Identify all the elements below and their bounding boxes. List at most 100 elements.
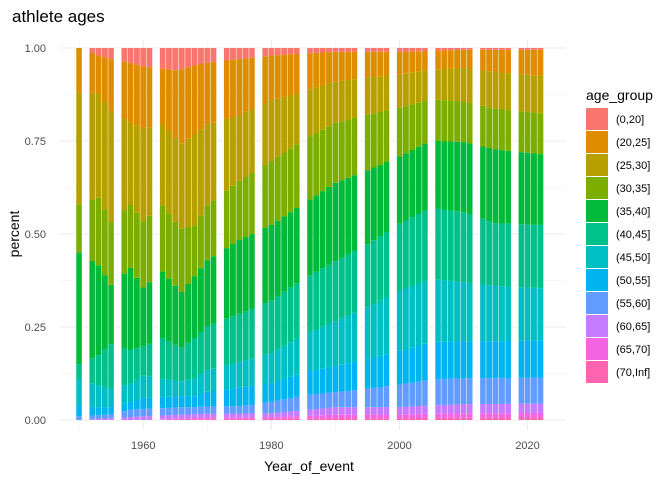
bar-segment	[294, 54, 300, 93]
bar-segment	[224, 119, 230, 191]
bar-segment	[313, 195, 319, 271]
bar-segment	[422, 101, 428, 144]
bar-segment	[531, 378, 537, 404]
legend-label: (60,65]	[616, 321, 650, 333]
bar-segment	[531, 48, 537, 50]
bar-segment	[480, 285, 486, 342]
bar-segment	[294, 93, 300, 144]
bar-segment	[262, 228, 268, 303]
bar-segment	[345, 80, 351, 120]
bar-segment	[326, 126, 332, 187]
bar-segment	[454, 418, 460, 420]
bar-segment	[160, 338, 166, 379]
bar-segment	[249, 308, 255, 358]
bar-segment	[499, 404, 505, 413]
bar-segment	[275, 413, 281, 417]
bar-segment	[262, 303, 268, 355]
bar-segment	[320, 419, 326, 420]
bar-segment	[364, 52, 370, 78]
bar-segment	[435, 342, 441, 379]
bar-segment	[249, 48, 255, 58]
bar-segment	[461, 413, 467, 417]
bar-segment	[268, 413, 274, 417]
bar-segment	[268, 225, 274, 300]
bar-segment	[307, 371, 313, 394]
bar-segment	[243, 387, 249, 406]
bar-segment	[505, 151, 511, 224]
legend-label: (25,30]	[616, 160, 650, 172]
bar-segment	[320, 85, 326, 129]
bar-segment	[230, 186, 236, 244]
bar-segment	[531, 50, 537, 75]
bar-segment	[147, 282, 153, 343]
bar-segment	[397, 224, 403, 291]
bar-segment	[268, 353, 274, 383]
bar-segment	[364, 115, 370, 171]
bar-segment	[493, 404, 499, 413]
bar-segment	[121, 411, 127, 417]
bar-segment	[160, 416, 166, 420]
bar-segment	[332, 415, 338, 419]
bar-segment	[397, 291, 403, 351]
bar-segment	[160, 48, 166, 69]
bar-segment	[397, 407, 403, 414]
bar-segment	[422, 51, 428, 70]
bar-segment	[262, 417, 268, 419]
bar-segment	[493, 50, 499, 72]
bar-segment	[339, 258, 345, 318]
bar-segment	[288, 398, 294, 412]
bar-segment	[326, 419, 332, 420]
bar-segment	[172, 70, 178, 138]
bar-segment	[140, 66, 146, 129]
bar-segment	[288, 377, 294, 398]
bar-segment	[352, 251, 358, 313]
bar-segment	[505, 110, 511, 151]
bar-segment	[320, 48, 326, 52]
bar-segment	[397, 74, 403, 108]
bar-segment	[224, 61, 230, 119]
bar-segment	[352, 79, 358, 118]
bar-segment	[211, 256, 217, 323]
bar-segment	[281, 346, 287, 379]
bar-segment	[204, 414, 210, 418]
bar-segment	[76, 204, 82, 252]
bar-segment	[198, 48, 204, 64]
bar-segment	[95, 408, 101, 415]
bar-segment	[409, 406, 415, 414]
bar-segment	[493, 149, 499, 223]
legend-swatch	[586, 108, 608, 130]
bar-segment	[89, 261, 95, 358]
bar-segment	[409, 48, 415, 51]
bar-segment	[454, 413, 460, 417]
bar-segment	[268, 417, 274, 419]
bar-segment	[537, 378, 543, 404]
bar-segment	[147, 416, 153, 420]
bar-segment	[397, 351, 403, 385]
bar-segment	[198, 394, 204, 407]
bar-segment	[281, 399, 287, 412]
bar-segment	[224, 365, 230, 389]
bar-segment	[339, 415, 345, 419]
bar-segment	[493, 223, 499, 286]
bar-segment	[102, 275, 108, 349]
bar-segment	[262, 413, 268, 417]
bar-segment	[332, 48, 338, 52]
bar-segment	[332, 52, 338, 82]
bar-segment	[204, 406, 210, 413]
bar-segment	[121, 385, 127, 404]
bar-segment	[313, 370, 319, 394]
bar-segment	[403, 52, 409, 74]
bar-segment	[192, 134, 198, 225]
bar-segment	[409, 414, 415, 418]
bar-segment	[204, 419, 210, 420]
bar-segment	[435, 279, 441, 342]
bar-segment	[345, 363, 351, 391]
bar-segment	[140, 416, 146, 420]
bar-segment	[505, 404, 511, 413]
bar-segment	[371, 304, 377, 357]
bar-segment	[364, 418, 370, 420]
bar-segment	[505, 413, 511, 417]
bar-segment	[275, 48, 281, 55]
bar-segment	[454, 101, 460, 142]
